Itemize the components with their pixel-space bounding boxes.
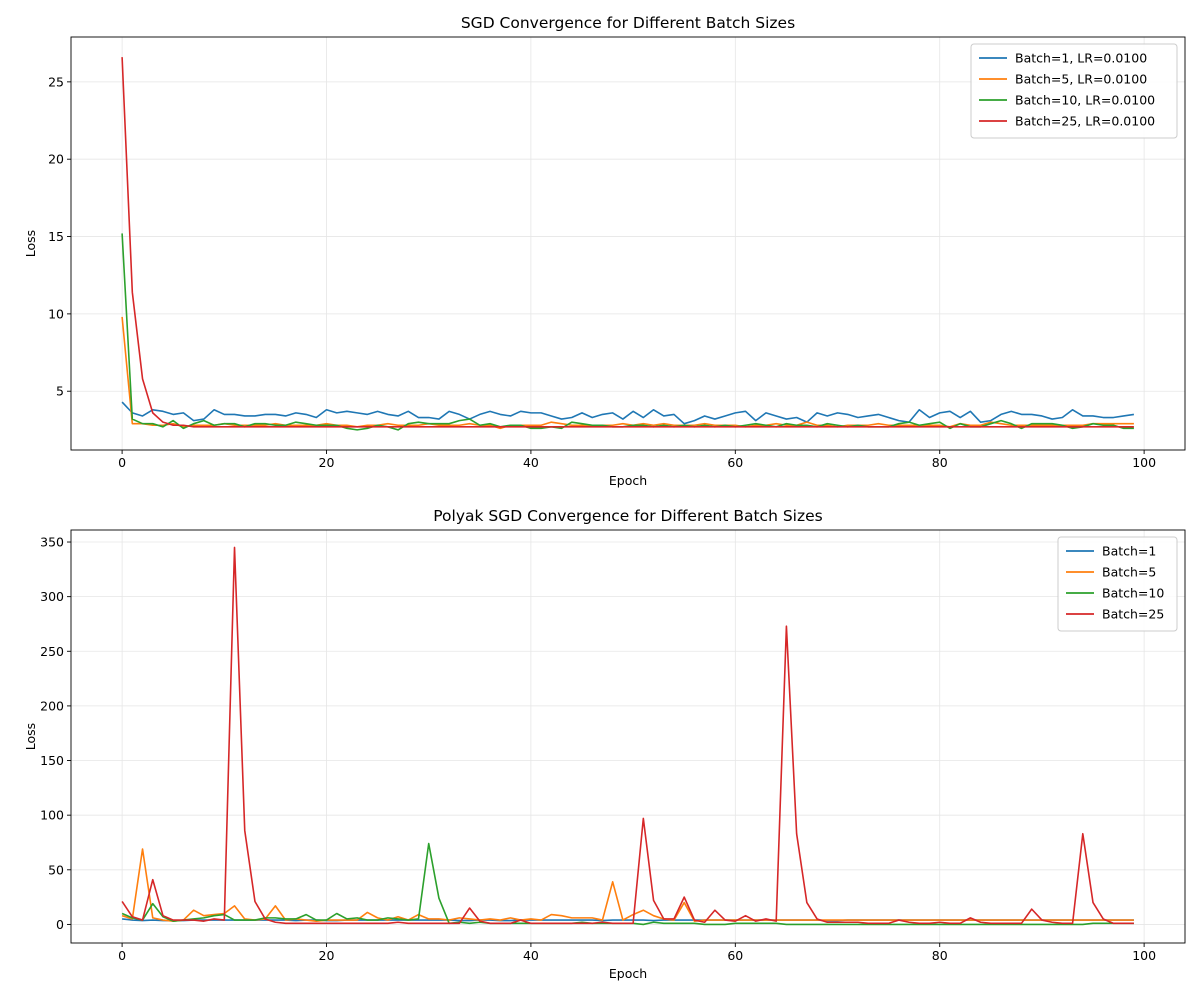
x-tick-label: 100 [1132,948,1156,963]
legend-label: Batch=25, LR=0.0100 [1015,114,1155,129]
grid-lines [71,530,1185,943]
x-axis-label: Epoch [609,966,647,981]
x-tick-label: 80 [932,948,948,963]
legend: Batch=1, LR=0.0100 Batch=5, LR=0.0100 Batc… [970,43,1178,139]
y-tick-label: 20 [48,152,64,167]
legend-label: Batch=1 [1102,544,1156,559]
y-tick-label: 100 [40,808,64,823]
x-tick-label: 100 [1132,455,1156,470]
x-tick-label: 0 [118,948,126,963]
plot-frame [70,529,1186,944]
y-ticks: 0 50 100 150 200 250 300 350 [40,535,71,932]
chart-sgd-convergence: 0 20 40 60 80 100 5 10 15 20 25 SGD Convergence for… [23,14,1186,488]
legend-label: Batch=1, LR=0.0100 [1015,51,1147,66]
legend-label: Batch=25 [1102,607,1164,622]
legend-box [1057,536,1178,632]
series-line [121,546,1134,925]
x-tick-label: 80 [932,455,948,470]
x-tick-label: 20 [319,948,335,963]
x-axis-label: Epoch [609,473,647,488]
series-lines [121,57,1135,431]
series-line [121,57,1134,428]
y-tick-label: 300 [40,589,64,604]
plot-frame [70,36,1186,451]
x-ticks: 0 20 40 60 80 100 [118,450,1156,470]
y-tick-label: 200 [40,698,64,713]
x-ticks: 0 20 40 60 80 100 [118,943,1156,963]
x-tick-label: 20 [319,455,335,470]
series-lines [121,546,1134,926]
x-tick-label: 60 [727,948,743,963]
y-tick-label: 25 [48,74,64,89]
y-tick-label: 250 [40,644,64,659]
chart-title: SGD Convergence for Different Batch Size… [461,14,795,32]
y-tick-label: 50 [48,862,64,877]
x-tick-label: 0 [118,455,126,470]
x-tick-label: 40 [523,455,539,470]
legend: Batch=1 Batch=5 Batch=10 Batch=25 [1057,536,1178,632]
legend-label: Batch=10 [1102,586,1164,601]
y-tick-label: 350 [40,535,64,550]
y-tick-label: 150 [40,753,64,768]
legend-box [970,43,1178,139]
chart-title: Polyak SGD Convergence for Different Bat… [433,507,822,525]
y-ticks: 5 10 15 20 25 [48,74,71,399]
x-tick-label: 60 [727,455,743,470]
legend-label: Batch=10, LR=0.0100 [1015,93,1155,108]
y-tick-label: 15 [48,229,64,244]
y-tick-label: 0 [56,917,64,932]
y-axis-label: Loss [23,723,38,750]
x-tick-label: 40 [523,948,539,963]
y-tick-label: 10 [48,306,64,321]
legend-label: Batch=5, LR=0.0100 [1015,72,1147,87]
y-tick-label: 5 [56,384,64,399]
chart-polyak-sgd-convergence: 0 20 40 60 80 100 0 50 100 150 200 250 300 350 Polyak … [23,507,1186,981]
y-axis-label: Loss [23,230,38,257]
series-line [121,401,1135,425]
legend-label: Batch=5 [1102,565,1156,580]
